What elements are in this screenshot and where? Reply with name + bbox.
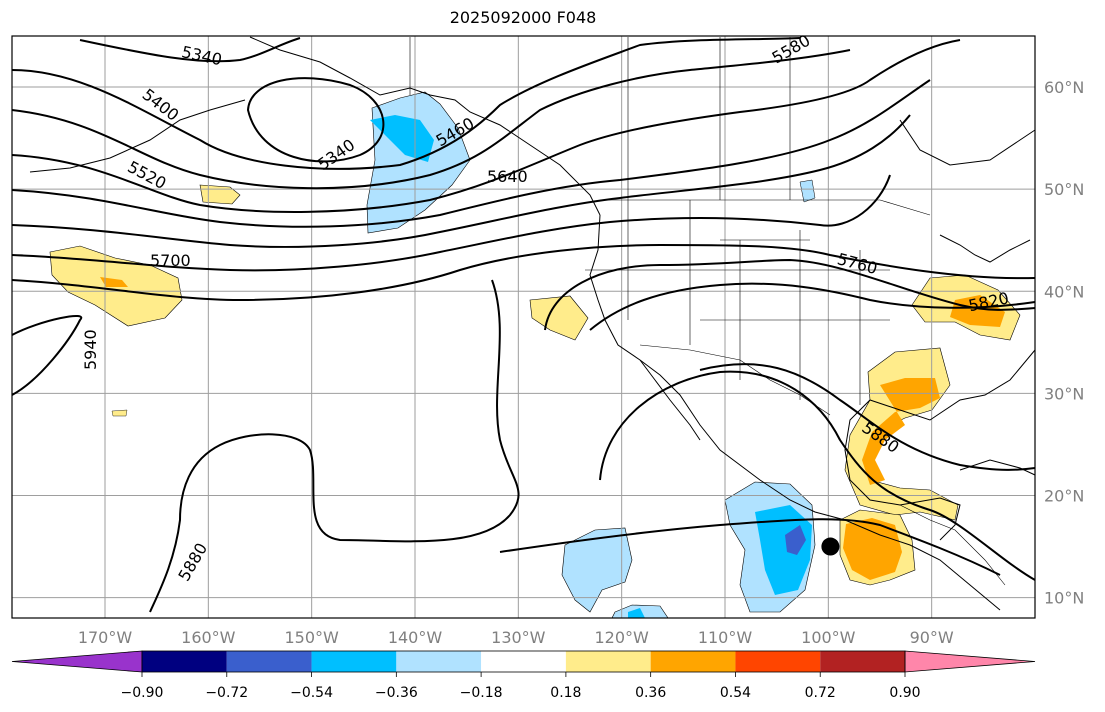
pos-anomaly-midwest-core bbox=[950, 295, 1005, 327]
contour-label-5940: 5940 bbox=[81, 329, 100, 370]
contour-5520 bbox=[11, 39, 961, 213]
lon-tick-label: 170°W bbox=[78, 628, 133, 647]
neg-anomaly-gulf-alaska-core bbox=[370, 115, 434, 162]
colorbar-tick-label: −0.36 bbox=[375, 685, 418, 701]
lon-tick-label: 140°W bbox=[388, 628, 443, 647]
colorbar-swatch bbox=[565, 651, 651, 672]
neg-anomaly-south bbox=[561, 527, 633, 613]
colorbar-outline bbox=[141, 650, 906, 673]
coast-baja bbox=[639, 359, 701, 441]
colorbar-swatch bbox=[735, 651, 821, 672]
coast-alaska bbox=[249, 36, 601, 216]
neg-anomaly-south-bottom-core bbox=[628, 608, 645, 618]
neg-anomaly-e-pacific-core bbox=[785, 525, 806, 555]
contour-5460 bbox=[11, 49, 851, 190]
contour-5340-west bbox=[79, 37, 301, 63]
lat-tick-label: 40°N bbox=[1044, 282, 1084, 301]
colorbar-tick-label: −0.90 bbox=[121, 685, 164, 701]
pos-anomaly-gulf-coast-core bbox=[862, 378, 940, 485]
contour-5400 bbox=[11, 37, 801, 170]
map-frame bbox=[11, 35, 1036, 619]
contour-5820 bbox=[589, 282, 1036, 331]
colorbar-swatch bbox=[311, 651, 397, 672]
border-canada-provinces bbox=[627, 37, 791, 200]
political-borders bbox=[409, 37, 1006, 586]
pos-anomaly-pacific-west-core bbox=[100, 277, 128, 287]
colorbar-tick-label: 0.72 bbox=[805, 685, 836, 701]
coast-greatlakes bbox=[939, 234, 1031, 263]
contour-5880-ridge bbox=[544, 258, 1036, 331]
colorbar-swatch bbox=[226, 651, 312, 672]
latitude-labels: 60°N 50°N 40°N 30°N 20°N 10°N bbox=[1044, 78, 1084, 608]
colorbar-tick-label: −0.72 bbox=[205, 685, 248, 701]
colorbar-swatch bbox=[481, 651, 566, 672]
neg-anomaly-canada bbox=[799, 179, 816, 203]
contour-5940 bbox=[11, 314, 83, 396]
lon-tick-label: 110°W bbox=[698, 628, 753, 647]
border-central-america bbox=[899, 504, 1006, 586]
contour-label-5340-nw: 5340 bbox=[180, 42, 224, 69]
contour-5700 bbox=[11, 174, 891, 272]
contour-5880-mexico bbox=[599, 370, 1036, 581]
colorbar-tick-label: 0.36 bbox=[635, 685, 666, 701]
pos-anomaly-small bbox=[111, 409, 128, 417]
contour-5340-low bbox=[246, 77, 385, 163]
pos-anomaly-baja bbox=[529, 295, 589, 341]
lat-tick-label: 50°N bbox=[1044, 180, 1084, 199]
lon-tick-label: 150°W bbox=[284, 628, 339, 647]
contour-5880-east bbox=[699, 363, 1036, 471]
contour-5880-south bbox=[499, 518, 1001, 576]
colorbar-swatch bbox=[396, 651, 482, 672]
lat-tick-label: 30°N bbox=[1044, 384, 1084, 403]
storm-center-marker bbox=[821, 537, 840, 556]
lat-tick-label: 60°N bbox=[1044, 78, 1084, 97]
colorbar-tick-label: 0.18 bbox=[550, 685, 581, 701]
contour-5580 bbox=[11, 79, 931, 228]
pos-anomaly-s-mexico-core bbox=[843, 518, 902, 580]
contour-label-5640: 5640 bbox=[487, 167, 528, 186]
anomaly-fills bbox=[49, 91, 1021, 619]
lon-tick-label: 120°W bbox=[594, 628, 649, 647]
colorbar-tick-label: 0.54 bbox=[720, 685, 751, 701]
colorbar-swatch bbox=[142, 651, 227, 672]
map-title: 2025092000 F048 bbox=[449, 8, 597, 27]
contour-label-5880-sw: 5880 bbox=[174, 540, 211, 585]
contour-5760 bbox=[11, 243, 1036, 302]
colorbar-swatch bbox=[650, 651, 736, 672]
border-canada-us bbox=[600, 199, 931, 216]
coastlines bbox=[29, 36, 1036, 611]
colorbar-tick-label: −0.54 bbox=[290, 685, 333, 701]
longitude-labels: 170°W 160°W 150°W 140°W 130°W 120°W 110°W 100°W… bbox=[78, 628, 954, 647]
lon-tick-label: 130°W bbox=[491, 628, 546, 647]
lon-tick-label: 90°W bbox=[910, 628, 954, 647]
coast-hudson bbox=[899, 119, 1036, 166]
contour-5640 bbox=[11, 114, 911, 248]
lon-tick-label: 100°W bbox=[801, 628, 856, 647]
colorbar-tick-label: −0.18 bbox=[460, 685, 503, 701]
coast-west-us bbox=[589, 214, 1001, 611]
colorbar-tick-label: 0.90 bbox=[889, 685, 920, 701]
lat-tick-label: 10°N bbox=[1044, 589, 1084, 608]
contour-5880-pacific bbox=[149, 279, 520, 613]
pos-anomaly-aleutian bbox=[199, 184, 241, 205]
border-us-mexico bbox=[639, 344, 831, 416]
colorbar-extend-max bbox=[904, 650, 1036, 673]
lat-tick-label: 20°N bbox=[1044, 486, 1084, 505]
height-contours bbox=[11, 37, 1036, 613]
coast-cuba bbox=[959, 459, 1036, 476]
coast-aleutians bbox=[29, 99, 246, 173]
colorbar-labels: −0.90 −0.72 −0.54 −0.36 −0.18 0.18 0.36 0.54 0.7… bbox=[121, 672, 921, 701]
coast-gulf bbox=[844, 349, 1036, 541]
contour-label-5700: 5700 bbox=[150, 251, 191, 270]
colorbar-swatch bbox=[820, 651, 905, 672]
colorbar-extend-min bbox=[11, 650, 143, 673]
lon-tick-label: 160°W bbox=[181, 628, 236, 647]
map-gridlines bbox=[12, 36, 1035, 618]
colorbar bbox=[11, 650, 1036, 673]
